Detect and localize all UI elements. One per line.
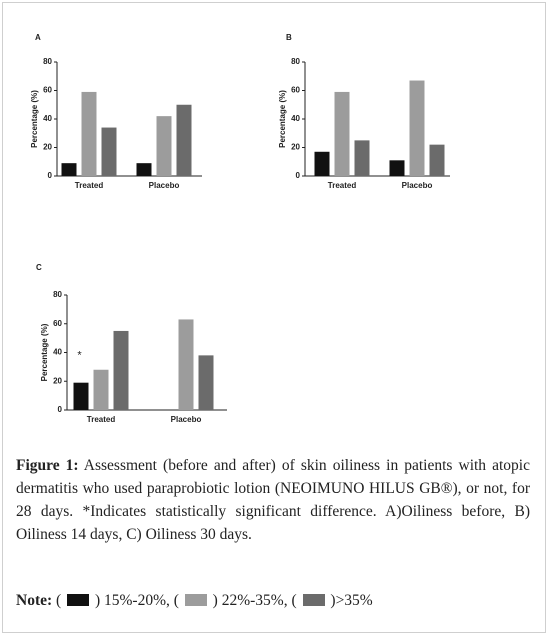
caption-label: Figure 1: (16, 457, 79, 474)
y-axis-label: Percentage (%) (40, 323, 49, 381)
bar (389, 160, 405, 176)
legend-label: 15%-20% (104, 592, 166, 609)
caption-text: Assessment (before and after) of skin oi… (16, 457, 530, 543)
bar (93, 369, 109, 410)
y-tick-label: 80 (43, 57, 52, 66)
bar (198, 355, 214, 410)
panel-label: C (36, 263, 42, 272)
x-tick-label: Placebo (171, 415, 202, 424)
y-tick-label: 20 (53, 376, 62, 385)
bar (334, 91, 350, 176)
y-tick-label: 40 (53, 348, 62, 357)
x-tick-label: Placebo (402, 181, 433, 190)
y-tick-label: 0 (58, 405, 63, 414)
note-label: Note: (16, 592, 53, 609)
charts: A Percentage (%) 0 20 40 60 80 Treated Placebo B P… (30, 33, 450, 424)
y-axis-label: Percentage (%) (278, 90, 287, 148)
bar (73, 382, 89, 410)
bar (136, 163, 152, 176)
legend-label: >35% (335, 592, 373, 609)
bar (409, 80, 425, 176)
panel-label: A (35, 33, 41, 42)
legend-label: 22%-35% (221, 592, 284, 609)
bar (176, 104, 192, 176)
y-tick-label: 20 (43, 143, 52, 152)
legend-swatch (67, 594, 90, 606)
y-axis-label: Percentage (%) (30, 90, 39, 148)
bar (429, 144, 445, 176)
frame (2, 2, 546, 633)
bar (178, 319, 194, 410)
bar (113, 330, 129, 410)
y-tick-label: 80 (53, 290, 62, 299)
y-tick-label: 60 (43, 86, 52, 95)
bar (354, 140, 370, 176)
legend-swatch (302, 594, 325, 606)
bar (156, 116, 172, 176)
y-tick-label: 60 (53, 319, 62, 328)
x-tick-label: Treated (328, 181, 357, 190)
bar (81, 91, 97, 176)
y-tick-label: 80 (291, 57, 300, 66)
caption: Figure 1: Assessment (before and after) … (16, 454, 530, 546)
x-tick-label: Treated (87, 415, 116, 424)
panel-label: B (286, 33, 292, 42)
y-tick-label: 0 (48, 171, 53, 180)
legend-swatch (184, 594, 207, 606)
bar (61, 163, 77, 176)
note: Note: ( ) 15%-20%, ( ) 22%-35%, ( )>35% (16, 592, 373, 609)
y-tick-label: 20 (291, 143, 300, 152)
x-tick-label: Placebo (149, 181, 180, 190)
y-tick-label: 60 (291, 86, 300, 95)
x-tick-label: Treated (75, 181, 104, 190)
bar (101, 127, 117, 176)
annotation: * (77, 350, 82, 362)
y-tick-label: 0 (296, 171, 301, 180)
y-tick-label: 40 (43, 114, 52, 123)
bar (314, 151, 330, 176)
y-tick-label: 40 (291, 114, 300, 123)
